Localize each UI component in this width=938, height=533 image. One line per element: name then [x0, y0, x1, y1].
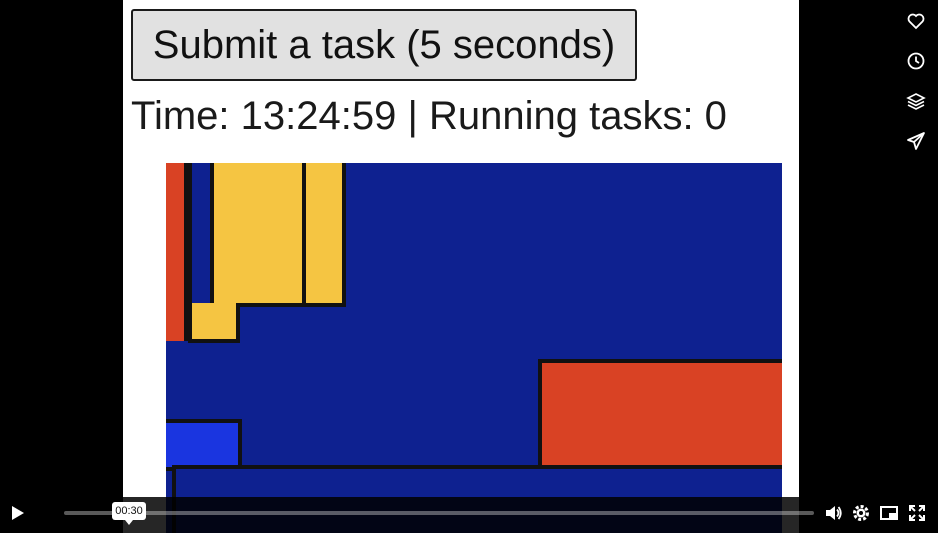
- side-actions: [903, 8, 931, 158]
- fullscreen-icon[interactable]: [906, 502, 928, 524]
- red-block-top-left: [166, 163, 188, 341]
- submit-task-button[interactable]: Submit a task (5 seconds): [131, 9, 637, 81]
- time-label: Time:: [131, 94, 241, 138]
- running-tasks-label: Running tasks:: [429, 94, 705, 138]
- yellow-block-top: [210, 163, 306, 307]
- blue-block-bottom-left: [166, 419, 242, 471]
- time-value: 13:24:59: [241, 94, 397, 138]
- layers-icon[interactable]: [905, 90, 927, 112]
- play-icon[interactable]: [6, 502, 28, 524]
- video-frame[interactable]: Submit a task (5 seconds) Time: 13:24:59…: [123, 0, 799, 533]
- task-visualization: [166, 163, 782, 533]
- volume-icon[interactable]: [822, 502, 844, 524]
- current-time-tooltip: 00:30: [112, 502, 146, 520]
- yellow-block-tall: [302, 163, 346, 307]
- progress-bar[interactable]: 00:30: [64, 511, 814, 515]
- gear-icon[interactable]: [850, 502, 872, 524]
- heart-icon[interactable]: [905, 10, 927, 32]
- picture-in-picture-icon[interactable]: [878, 502, 900, 524]
- running-tasks-value: 0: [705, 94, 727, 138]
- yellow-block-small: [188, 303, 240, 343]
- status-separator: |: [396, 94, 429, 138]
- red-block-right: [538, 359, 782, 471]
- status-line: Time: 13:24:59 | Running tasks: 0: [131, 88, 727, 144]
- paper-plane-icon[interactable]: [905, 130, 927, 152]
- clock-icon[interactable]: [905, 50, 927, 72]
- player-controls: 00:30: [0, 493, 938, 533]
